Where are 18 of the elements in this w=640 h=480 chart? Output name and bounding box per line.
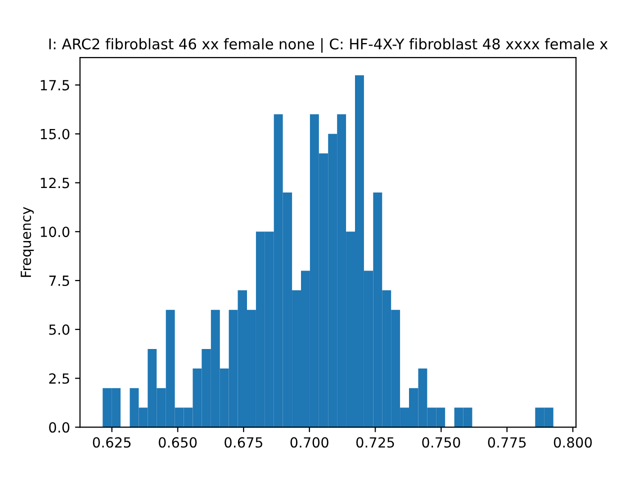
- y-tick-label: 2.5: [49, 373, 70, 384]
- chart-title: I: ARC2 fibroblast 46 xx female none | C: HF-4X-Y fibroblast 48 xxxx female x: [49, 38, 608, 53]
- x-tick-label: 0.725: [356, 437, 394, 448]
- y-tick-label: 15.0: [40, 128, 70, 140]
- x-tick-label: 0.650: [158, 437, 197, 448]
- x-tick-label: 0.800: [554, 437, 592, 448]
- x-tick-label: 0.625: [92, 437, 131, 448]
- x-tick-label: 0.775: [488, 437, 526, 448]
- x-tick-label: 0.700: [290, 437, 328, 448]
- x-tick-label: 0.675: [224, 437, 262, 448]
- y-tick-label: 5.0: [49, 324, 70, 335]
- y-tick-label: 10.0: [40, 226, 70, 238]
- x-tick-label: 0.750: [422, 437, 460, 448]
- y-tick-label: 7.5: [49, 276, 70, 286]
- y-axis-title: Frequency: [20, 206, 34, 277]
- y-tick-label: 17.5: [40, 80, 70, 90]
- y-tick-label: 0.0: [49, 422, 70, 433]
- y-tick-label: 12.5: [40, 178, 70, 188]
